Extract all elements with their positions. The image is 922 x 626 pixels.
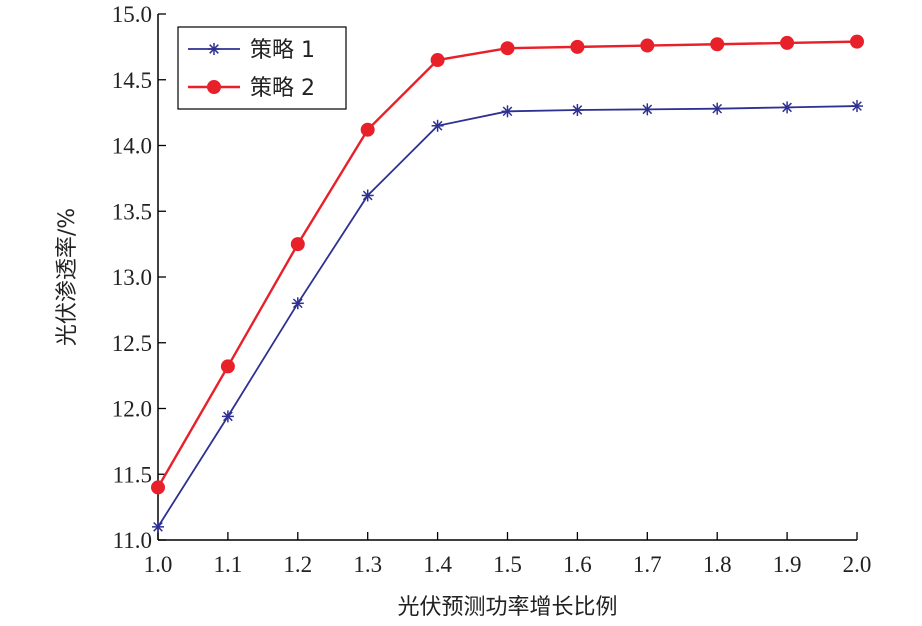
data-point bbox=[640, 38, 655, 53]
x-axis-label: 光伏预测功率增长比例 bbox=[397, 595, 617, 620]
data-point bbox=[291, 297, 304, 310]
data-point bbox=[851, 100, 863, 113]
data-point bbox=[220, 359, 235, 374]
data-point bbox=[500, 41, 515, 56]
y-tick-label: 13.5 bbox=[112, 199, 152, 224]
x-tick-label: 2.0 bbox=[843, 552, 872, 577]
series-layer bbox=[151, 34, 864, 533]
y-tick-label: 11.5 bbox=[113, 462, 152, 487]
data-point bbox=[152, 520, 164, 533]
series-1 bbox=[152, 100, 863, 533]
data-point bbox=[151, 480, 165, 495]
data-point bbox=[290, 237, 305, 252]
y-tick-label: 13.0 bbox=[112, 265, 152, 290]
x-tick-label: 1.9 bbox=[773, 552, 802, 577]
y-tick-label: 15.0 bbox=[112, 2, 152, 27]
data-point bbox=[780, 35, 795, 50]
y-tick-label: 11.0 bbox=[113, 528, 152, 553]
data-point bbox=[710, 37, 725, 52]
x-tick-label: 1.3 bbox=[353, 552, 382, 577]
x-tick-label: 1.8 bbox=[703, 552, 732, 577]
data-point bbox=[641, 103, 654, 116]
data-point bbox=[571, 103, 584, 116]
legend-swatch-marker bbox=[207, 80, 221, 94]
x-axis-ticks: 1.0 1.1 1.2 1.3 1.4 1.5 1.6 1.7 1.8 1.9 2.0 bbox=[144, 532, 872, 577]
legend-label: 策略 2 bbox=[250, 76, 315, 101]
x-tick-label: 1.6 bbox=[563, 552, 592, 577]
legend-box bbox=[177, 26, 347, 110]
data-point bbox=[570, 39, 585, 54]
x-tick-label: 1.4 bbox=[423, 552, 452, 577]
legend-label: 策略 1 bbox=[250, 38, 315, 63]
x-tick-label: 1.7 bbox=[633, 552, 662, 577]
y-axis-label: 光伏渗透率/% bbox=[55, 208, 80, 346]
data-point bbox=[501, 105, 514, 118]
legend: 策略 1 策略 2 bbox=[177, 26, 347, 110]
y-axis-ticks: 11.0 11.5 12.0 12.5 13.0 13.5 14.0 14.5 15.0 bbox=[112, 2, 166, 553]
legend-item: 策略 2 bbox=[188, 76, 315, 101]
data-point bbox=[361, 189, 374, 202]
legend-item: 策略 1 bbox=[188, 38, 315, 63]
series-line bbox=[157, 105, 858, 528]
data-point bbox=[711, 102, 724, 115]
legend-swatch-marker bbox=[208, 43, 220, 55]
y-tick-label: 14.0 bbox=[112, 134, 152, 159]
data-point bbox=[781, 101, 794, 114]
data-point bbox=[850, 34, 864, 49]
y-tick-label: 12.5 bbox=[112, 331, 152, 356]
x-tick-label: 1.2 bbox=[283, 552, 312, 577]
x-tick-label: 1.0 bbox=[144, 552, 173, 577]
data-point bbox=[360, 122, 375, 137]
x-tick-label: 1.5 bbox=[493, 552, 522, 577]
data-point bbox=[431, 119, 444, 132]
y-tick-label: 12.0 bbox=[112, 397, 152, 422]
y-tick-label: 14.5 bbox=[112, 68, 152, 93]
data-point bbox=[430, 53, 445, 68]
x-tick-label: 1.1 bbox=[214, 552, 243, 577]
data-point bbox=[221, 410, 234, 423]
series-2 bbox=[151, 34, 864, 495]
